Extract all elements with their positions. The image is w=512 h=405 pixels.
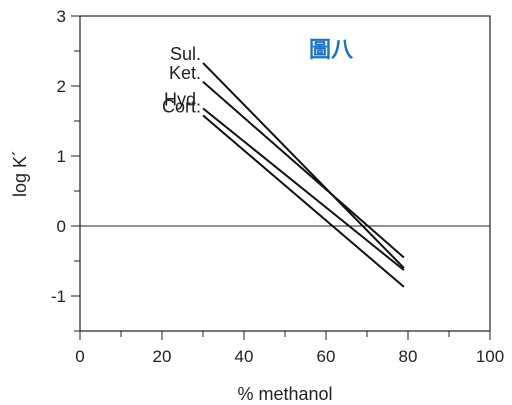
- x-axis-title: % methanol: [237, 384, 332, 404]
- x-tick-label: 20: [153, 347, 172, 366]
- y-tick-label: 0: [57, 217, 66, 236]
- series-line-hyd: [202, 107, 405, 271]
- series-label-sul: Sul.: [170, 44, 201, 64]
- series-label-cort: Cort.: [162, 96, 201, 116]
- series-label-ket: Ket.: [169, 63, 201, 83]
- x-tick-label: 40: [235, 347, 254, 366]
- y-tick-label: 2: [57, 77, 66, 96]
- series-label-hyd: Hyd.: [164, 89, 201, 109]
- x-tick-label: 0: [75, 347, 84, 366]
- x-tick-label: 80: [399, 347, 418, 366]
- series-line-sul: [202, 62, 405, 269]
- y-tick-label: 3: [57, 7, 66, 26]
- y-tick-label: 1: [57, 147, 66, 166]
- series-line-cort: [202, 114, 405, 288]
- figure-annotation: 圖八: [309, 38, 354, 63]
- series-lines: [202, 62, 405, 288]
- y-tick-label: -1: [51, 287, 66, 306]
- tick-labels: 0 20 40 60 80 100 -1 0 1 2 3: [51, 7, 504, 366]
- axis-ticks: [71, 15, 491, 340]
- series-line-ket: [202, 81, 405, 259]
- x-tick-label: 60: [317, 347, 336, 366]
- series-labels: Sul.Ket. Hyd.Cort.: [162, 44, 201, 117]
- x-tick-label: 100: [476, 347, 504, 366]
- y-axis-title: log K´: [10, 150, 30, 197]
